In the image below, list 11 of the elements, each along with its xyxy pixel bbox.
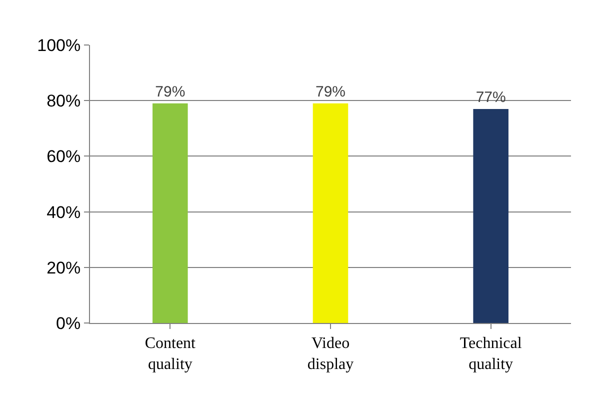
y-tick-label: 0% <box>56 314 81 333</box>
data-label: 79% <box>315 83 346 100</box>
x-tick-label: Technical quality <box>460 335 522 373</box>
data-label: 79% <box>155 83 186 100</box>
y-tick-label: 20% <box>46 258 81 278</box>
y-tick-label: 80% <box>46 92 81 111</box>
x-tick-label: Video display <box>307 335 354 373</box>
y-tick-label: 40% <box>46 202 81 222</box>
x-tick-label: Content quality <box>144 335 196 373</box>
y-tick-label: 60% <box>46 147 81 166</box>
y-tick-label: 100% <box>37 36 81 55</box>
